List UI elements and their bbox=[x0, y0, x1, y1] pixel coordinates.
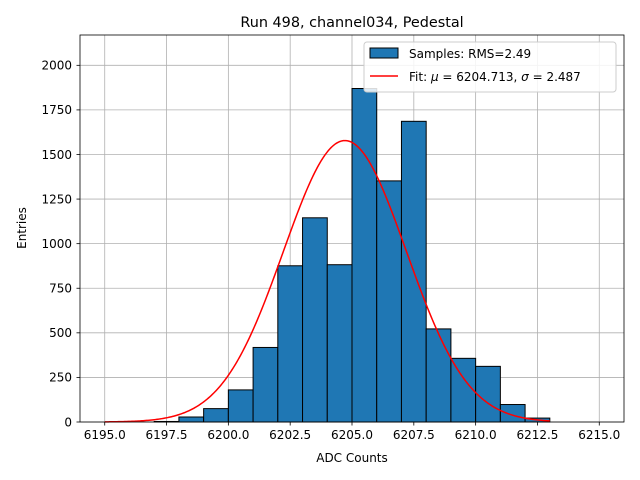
x-tick-label: 6215.0 bbox=[578, 428, 620, 442]
y-tick-label: 250 bbox=[49, 371, 72, 385]
x-tick-label: 6200.0 bbox=[207, 428, 249, 442]
y-tick-label: 2000 bbox=[41, 59, 72, 73]
histogram-bar bbox=[351, 88, 378, 423]
legend-fit-mu-symbol: μ bbox=[430, 70, 439, 84]
legend-fit-mu-value: = 6204.713, bbox=[439, 70, 522, 84]
legend-samples-label: Samples: RMS=2.49 bbox=[409, 47, 531, 61]
histogram-bar bbox=[450, 357, 477, 423]
y-tick-label: 1000 bbox=[41, 237, 72, 251]
y-tick-label: 1500 bbox=[41, 148, 72, 162]
histogram-bar bbox=[178, 416, 205, 423]
histogram-bars bbox=[153, 88, 551, 423]
histogram-bar bbox=[227, 389, 254, 423]
y-axis-label: Entries bbox=[15, 207, 29, 249]
legend-samples-swatch bbox=[369, 47, 399, 59]
x-tick-label: 6205.0 bbox=[331, 428, 373, 442]
histogram-bar bbox=[376, 180, 402, 423]
chart-title: Run 498, channel034, Pedestal bbox=[240, 15, 463, 31]
histogram-bar bbox=[475, 365, 501, 423]
x-tick-label: 6197.5 bbox=[146, 428, 188, 442]
legend: Samples: RMS=2.49 Fit: μ = 6204.713, σ =… bbox=[363, 41, 617, 93]
legend-fit-sigma-value: = 2.487 bbox=[529, 70, 581, 84]
histogram-bar bbox=[277, 265, 304, 423]
legend-fit-prefix: Fit: bbox=[409, 70, 431, 84]
x-axis-label: ADC Counts bbox=[316, 451, 388, 465]
histogram-bar bbox=[302, 217, 328, 423]
legend-box bbox=[363, 41, 617, 93]
x-tick-label: 6210.0 bbox=[455, 428, 497, 442]
x-tick-label: 6212.5 bbox=[516, 428, 558, 442]
x-tick-label: 6207.5 bbox=[393, 428, 435, 442]
x-axis-ticks: 6195.0 6197.5 6200.0 6202.5 6205.0 6207.5 6210… bbox=[84, 422, 620, 442]
fit-curve bbox=[104, 139, 550, 423]
y-tick-label: 1750 bbox=[41, 103, 72, 117]
histogram-bar bbox=[499, 404, 526, 423]
histogram-bar bbox=[252, 346, 279, 423]
histogram-bar bbox=[326, 264, 353, 423]
legend-fit-label: Fit: μ = 6204.713, σ = 2.487 bbox=[409, 70, 581, 84]
y-tick-label: 500 bbox=[49, 326, 72, 340]
x-tick-label: 6202.5 bbox=[269, 428, 311, 442]
x-tick-label: 6195.0 bbox=[84, 428, 126, 442]
y-axis-ticks: 0 250 500 750 1000 1250 1500 1750 2000 bbox=[41, 59, 80, 429]
histogram-bar bbox=[425, 328, 452, 423]
legend-fit-sigma-symbol: σ bbox=[521, 70, 529, 84]
y-tick-label: 0 bbox=[64, 415, 72, 429]
histogram-bar bbox=[203, 408, 229, 423]
y-tick-label: 1250 bbox=[41, 192, 72, 206]
y-tick-label: 750 bbox=[49, 282, 72, 296]
